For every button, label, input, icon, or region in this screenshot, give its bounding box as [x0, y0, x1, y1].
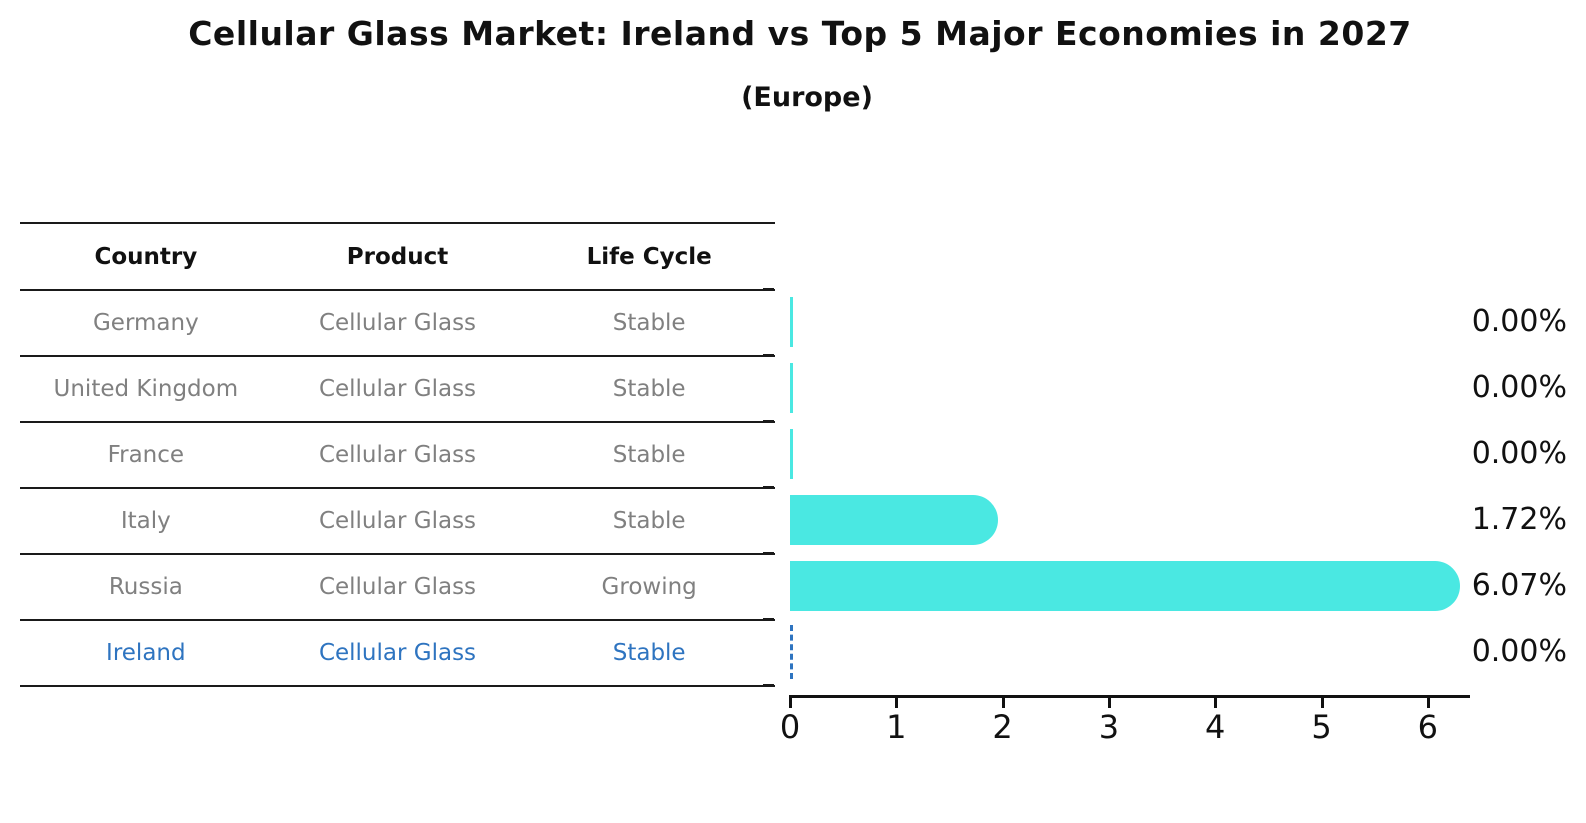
table-row-france: France Cellular Glass Stable	[20, 423, 775, 489]
table-row-italy: Italy Cellular Glass Stable	[20, 489, 775, 555]
column-header-life-cycle: Life Cycle	[586, 243, 712, 270]
y-minor-tick	[763, 354, 774, 356]
x-axis-tick-6	[1426, 698, 1430, 708]
cell-life-cycle: Stable	[612, 376, 686, 402]
value-label-germany: 0.00%	[1471, 304, 1567, 339]
x-axis-tick-label-4: 4	[1205, 708, 1226, 746]
y-minor-tick	[763, 618, 774, 620]
cell-product: Cellular Glass	[318, 376, 477, 402]
country-table: Country Product Life Cycle Germany Cellul…	[20, 222, 775, 687]
cell-country: Russia	[108, 574, 183, 600]
column-header-product: Product	[346, 243, 449, 270]
cell-life-cycle: Stable	[612, 640, 686, 666]
x-axis-tick-label-3: 3	[1098, 708, 1120, 746]
cell-life-cycle: Stable	[612, 508, 686, 534]
x-axis-tick-2	[1001, 698, 1005, 708]
table-header-row: Country Product Life Cycle	[20, 224, 775, 291]
table-row-germany: Germany Cellular Glass Stable	[20, 291, 775, 357]
value-label-russia: 6.07%	[1471, 568, 1567, 603]
cell-product: Cellular Glass	[318, 508, 477, 534]
x-axis-tick-3	[1107, 698, 1111, 708]
x-axis-tick-0	[789, 698, 792, 708]
x-axis-tick-label-1: 1	[886, 708, 907, 746]
value-label-italy: 1.72%	[1471, 502, 1567, 537]
x-axis-tick-label-0: 0	[779, 708, 801, 746]
table-row-russia: Russia Cellular Glass Growing	[20, 555, 775, 621]
chart-subtitle: (Europe)	[741, 82, 873, 113]
cell-product: Cellular Glass	[318, 640, 477, 666]
x-axis-tick-4	[1214, 698, 1218, 708]
x-axis-line	[789, 695, 1470, 698]
y-minor-tick	[763, 552, 774, 554]
cell-product: Cellular Glass	[318, 574, 477, 600]
value-label-france: 0.00%	[1471, 436, 1567, 471]
cell-life-cycle: Growing	[601, 574, 697, 600]
x-axis-tick-label-5: 5	[1311, 708, 1332, 746]
y-minor-tick	[763, 288, 774, 290]
x-axis-tick-5	[1320, 698, 1324, 708]
y-minor-tick	[763, 684, 774, 686]
cell-country: Ireland	[106, 640, 186, 666]
cell-product: Cellular Glass	[318, 442, 477, 468]
cell-country: Germany	[92, 310, 199, 336]
chart-title: Cellular Glass Market: Ireland vs Top 5 …	[188, 14, 1412, 53]
bar-germany	[790, 297, 793, 347]
cell-country: United Kingdom	[53, 376, 239, 402]
cell-life-cycle: Stable	[612, 310, 686, 336]
x-axis-tick-label-2: 2	[992, 708, 1013, 746]
cell-country: Italy	[120, 508, 171, 534]
cell-life-cycle: Stable	[612, 442, 686, 468]
table-row-ireland: Ireland Cellular Glass Stable	[20, 621, 775, 687]
table-body: Germany Cellular Glass Stable United Kingdo…	[20, 291, 775, 687]
y-minor-tick	[763, 420, 774, 422]
bar-united-kingdom	[790, 363, 793, 413]
column-header-country: Country	[94, 243, 198, 270]
value-label-ireland: 0.00%	[1471, 634, 1567, 669]
y-minor-tick	[763, 486, 774, 488]
cell-product: Cellular Glass	[318, 310, 477, 336]
bar-france	[790, 429, 793, 479]
bar-russia	[790, 561, 1461, 611]
cell-country: France	[107, 442, 185, 468]
value-label-united-kingdom: 0.00%	[1471, 370, 1567, 405]
x-axis-tick-label-6: 6	[1417, 708, 1438, 746]
highlight-marker-ireland	[790, 625, 793, 679]
table-row-united-kingdom: United Kingdom Cellular Glass Stable	[20, 357, 775, 423]
bar-italy	[790, 495, 998, 545]
x-axis-tick-1	[895, 698, 899, 708]
